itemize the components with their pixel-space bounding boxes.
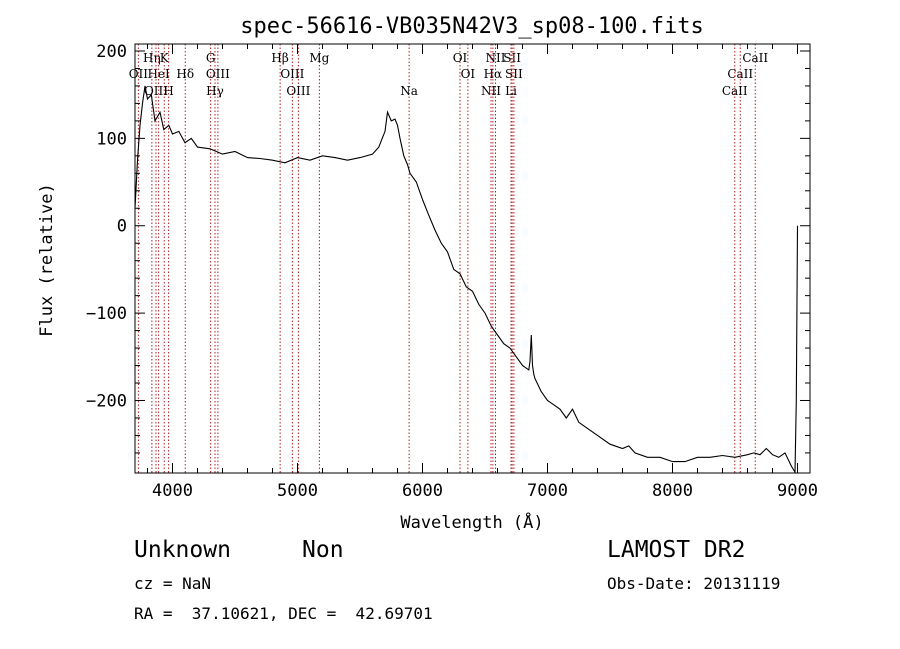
spectral-line-label: Li xyxy=(505,84,517,98)
x-tick-label: 6000 xyxy=(402,481,443,501)
spectrum-series xyxy=(134,85,799,475)
y-axis-label: Flux (relative) xyxy=(37,183,57,337)
y-tick-label: −200 xyxy=(86,391,127,411)
y-tick-label: −100 xyxy=(86,304,127,324)
spectral-line-label: CaII xyxy=(722,84,748,98)
x-tick-label: 8000 xyxy=(652,481,693,501)
spectral-line-label: HeI xyxy=(147,67,170,81)
spectral-line-label: OIII xyxy=(206,67,230,81)
spectral-line-label: CaII xyxy=(742,51,768,65)
spectral-line-label: OIII xyxy=(280,67,304,81)
spectral-line-label: OIII xyxy=(144,84,168,98)
spectral-line-label: Hη xyxy=(143,51,161,65)
spectral-line-markers: Hη K G Hβ Mg OI NII SII CaII OII HeI Hδ OIII OIII OI Hα… xyxy=(129,44,768,473)
spectral-line-label: Mg xyxy=(309,51,329,65)
y-tick-label: 0 xyxy=(117,217,127,237)
spectral-line-label: SII xyxy=(503,51,521,65)
x-tick-label: 9000 xyxy=(777,481,818,501)
x-axis-label: Wavelength (Å) xyxy=(400,511,543,533)
spectral-line-label: OIII xyxy=(286,84,310,98)
survey-label: LAMOST DR2 xyxy=(607,537,746,563)
x-tick-label: 5000 xyxy=(277,481,318,501)
spectral-line-label: Na xyxy=(400,84,418,98)
spectral-line-label: Hβ xyxy=(271,51,288,65)
spectral-line-label: H xyxy=(163,84,173,98)
spectral-line-label: OII xyxy=(129,67,149,81)
spectral-line-label: OI xyxy=(453,51,468,65)
spectral-line-label: Hγ xyxy=(206,84,224,98)
x-tick-label: 7000 xyxy=(527,481,568,501)
class-label: Unknown xyxy=(134,537,231,563)
y-tick-label: 100 xyxy=(96,129,127,149)
spectral-line-label: Hδ xyxy=(176,67,194,81)
chart-title: spec-56616-VB035N42V3_sp08-100.fits xyxy=(240,14,704,39)
subclass-label: Non xyxy=(302,537,344,563)
obs-date-label: Obs-Date: 20131119 xyxy=(607,574,781,593)
spectral-line-label: Hα xyxy=(484,67,503,81)
y-tick-label: 200 xyxy=(96,42,127,62)
plot-frame xyxy=(134,43,811,474)
x-tick-label: 4000 xyxy=(152,481,193,501)
spectral-line-label: SII xyxy=(505,67,523,81)
spectral-line-label: NII xyxy=(481,84,501,98)
spectral-line-label: CaII xyxy=(727,67,753,81)
cz-label: cz = NaN xyxy=(134,574,212,593)
coordinates-label: RA = 37.10621, DEC = 42.69701 xyxy=(134,604,433,623)
axis-ticks: 4000 5000 6000 7000 8000 9000 200 100 0 −100 −200 xyxy=(86,42,818,501)
spectral-line-label: OI xyxy=(461,67,476,81)
spectral-line-label: G xyxy=(206,51,216,65)
spectral-line-label: K xyxy=(160,51,170,65)
